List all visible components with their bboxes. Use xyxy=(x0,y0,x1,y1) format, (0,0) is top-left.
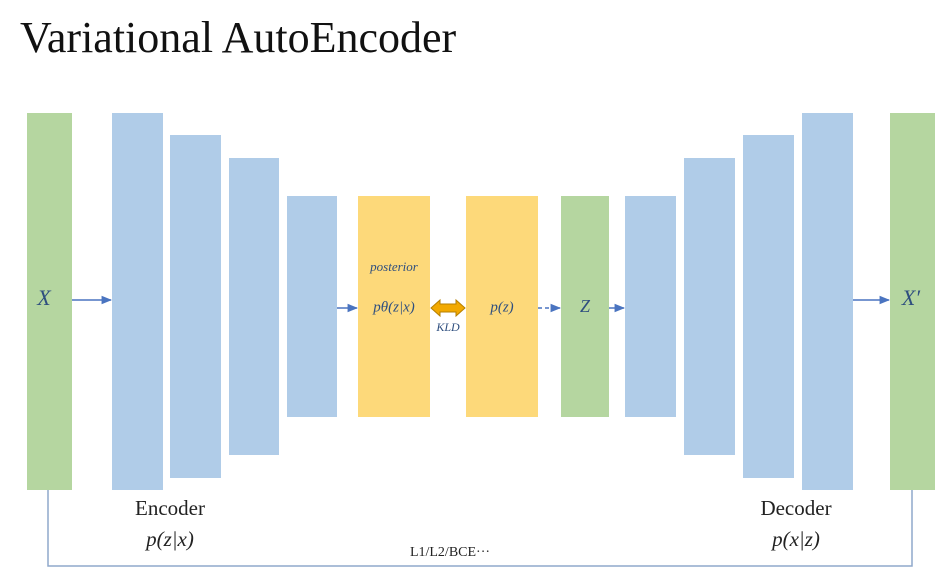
latent-block xyxy=(561,196,609,417)
output-block xyxy=(890,113,935,490)
node-label: X xyxy=(36,285,52,310)
decoder-layer xyxy=(802,113,853,490)
encoder-layer xyxy=(287,196,337,417)
blocks xyxy=(27,113,935,490)
prior-block xyxy=(466,196,538,417)
decoder-layer xyxy=(743,135,794,478)
loss-label: L1/L2/BCE··· xyxy=(410,545,490,560)
loss-loop xyxy=(47,490,913,567)
encoder-formula: p(z|x) xyxy=(144,527,194,551)
encoder-label: Encoder xyxy=(135,496,205,520)
decoder-label: Decoder xyxy=(760,496,831,520)
node-label: posterior xyxy=(369,259,419,274)
node-label: X′ xyxy=(901,285,921,310)
encoder-layer xyxy=(229,158,279,455)
decoder-layer xyxy=(625,196,676,417)
node-label: Z xyxy=(580,296,591,316)
decoder-formula: p(x|z) xyxy=(770,527,820,551)
encoder-layer xyxy=(112,113,163,490)
encoder-layer xyxy=(170,135,221,478)
posterior-block xyxy=(358,196,430,417)
node-label: p(z) xyxy=(489,299,513,315)
title: Variational AutoEncoder xyxy=(20,13,457,62)
decoder-layer xyxy=(684,158,735,455)
node-label: KLD xyxy=(435,320,460,334)
arrows xyxy=(47,295,913,567)
input-block xyxy=(27,113,72,490)
kld-arrow xyxy=(430,298,466,318)
node-label: pθ(z|x) xyxy=(372,299,414,315)
